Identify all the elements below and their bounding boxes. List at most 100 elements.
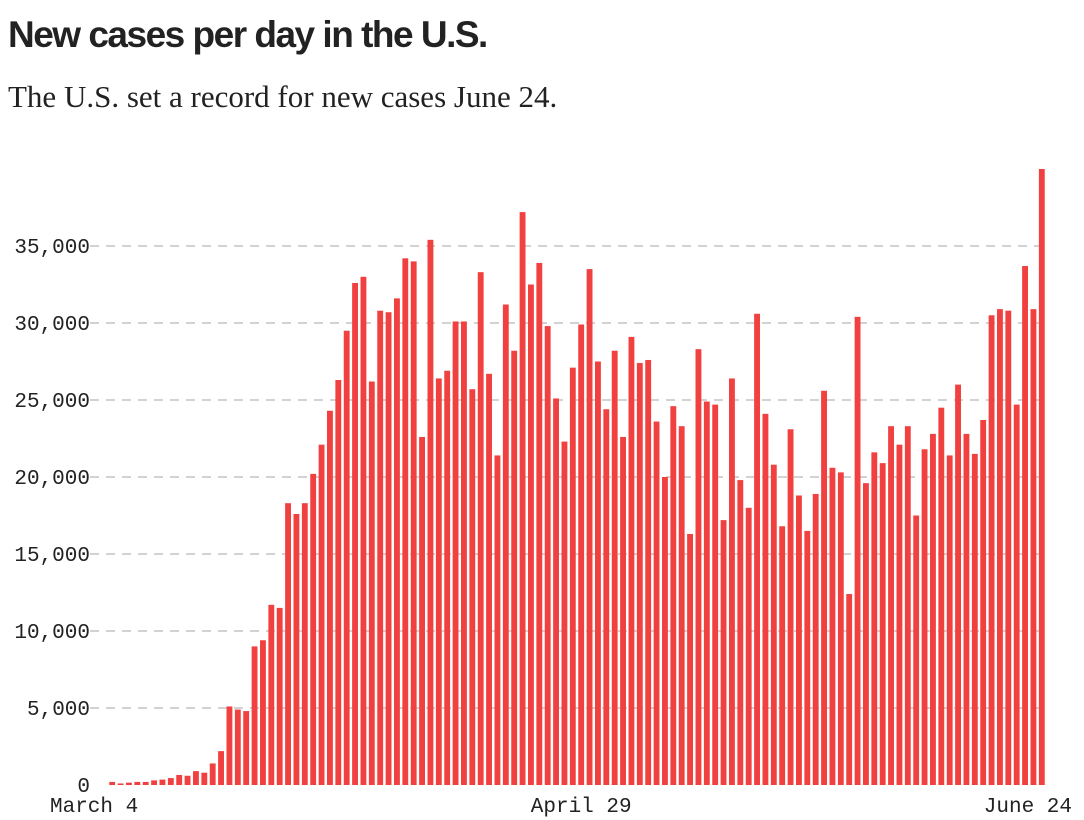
bar bbox=[703, 401, 710, 785]
bar bbox=[770, 464, 777, 785]
bar bbox=[301, 503, 308, 785]
bar bbox=[921, 449, 928, 785]
bar bbox=[511, 350, 518, 785]
bar bbox=[377, 310, 384, 785]
chart-subtitle: The U.S. set a record for new cases June… bbox=[8, 79, 558, 114]
bar bbox=[1005, 310, 1012, 785]
bar bbox=[796, 495, 802, 785]
bar bbox=[997, 309, 1003, 785]
bar bbox=[930, 433, 936, 785]
bar bbox=[167, 778, 174, 785]
x-tick-label: June 24 bbox=[984, 796, 1072, 819]
bar bbox=[628, 336, 635, 785]
y-tick-label: 0 bbox=[77, 776, 90, 799]
bar bbox=[435, 378, 442, 785]
bar bbox=[578, 324, 585, 785]
y-axis-tick-labels: 0 5,000 10,000 15,000 20,000 25,000 30,000 35,0… bbox=[14, 237, 90, 799]
bar bbox=[536, 262, 543, 785]
bar bbox=[988, 315, 995, 785]
x-tick-label: April 29 bbox=[531, 796, 632, 819]
bar bbox=[151, 780, 157, 785]
bar bbox=[729, 378, 735, 785]
bar bbox=[662, 477, 668, 785]
bar bbox=[1030, 309, 1037, 785]
bar bbox=[117, 783, 124, 785]
bar bbox=[159, 779, 166, 785]
bar bbox=[276, 607, 283, 785]
bar bbox=[109, 781, 116, 785]
bar bbox=[494, 455, 501, 785]
y-tick-label: 20,000 bbox=[14, 468, 90, 491]
bar bbox=[486, 373, 492, 785]
bar bbox=[821, 390, 827, 785]
bar bbox=[871, 452, 878, 785]
bar bbox=[611, 350, 618, 785]
bar bbox=[201, 772, 208, 785]
bar bbox=[913, 515, 920, 785]
bar bbox=[1038, 169, 1045, 785]
bar bbox=[879, 463, 886, 785]
bar bbox=[410, 261, 417, 785]
bar bbox=[469, 389, 476, 785]
bar bbox=[863, 483, 869, 785]
bar bbox=[595, 361, 601, 785]
bar bbox=[385, 312, 392, 785]
bar bbox=[971, 453, 978, 785]
x-tick-label: March 4 bbox=[50, 796, 138, 819]
bar bbox=[678, 426, 685, 785]
bar bbox=[737, 480, 744, 785]
bar bbox=[829, 467, 836, 785]
bar bbox=[368, 381, 375, 785]
bar bbox=[645, 359, 652, 785]
bar bbox=[904, 426, 911, 785]
bar bbox=[620, 436, 626, 785]
bar bbox=[544, 326, 551, 785]
x-axis-tick-labels: March 4 April 29 June 24 bbox=[50, 796, 1072, 819]
y-tick-label: 5,000 bbox=[27, 699, 90, 722]
gridlines bbox=[90, 245, 1046, 709]
bar bbox=[762, 413, 769, 785]
bar bbox=[955, 384, 961, 785]
bar bbox=[980, 420, 987, 785]
bar bbox=[243, 711, 250, 785]
bars bbox=[109, 169, 1045, 786]
bar bbox=[419, 436, 425, 785]
bar bbox=[477, 272, 484, 785]
bar bbox=[184, 775, 191, 785]
bar bbox=[218, 751, 224, 785]
bar bbox=[519, 212, 526, 785]
chart-title: New cases per day in the U.S. bbox=[8, 14, 488, 55]
bar bbox=[528, 284, 534, 785]
bar bbox=[461, 321, 467, 785]
bar bbox=[603, 409, 610, 785]
bar bbox=[209, 763, 216, 785]
bar bbox=[754, 313, 760, 785]
bar bbox=[1022, 266, 1028, 785]
bar bbox=[402, 258, 409, 785]
bar bbox=[310, 473, 317, 785]
bar bbox=[343, 330, 350, 785]
bar bbox=[193, 771, 199, 785]
bar bbox=[553, 398, 559, 785]
y-tick-label: 10,000 bbox=[14, 622, 90, 645]
bar bbox=[687, 533, 693, 785]
bar bbox=[812, 493, 819, 785]
bar bbox=[712, 404, 719, 785]
bar bbox=[335, 379, 342, 785]
bar bbox=[888, 426, 894, 785]
bar bbox=[234, 709, 241, 785]
bar bbox=[360, 276, 367, 785]
bar bbox=[142, 781, 149, 785]
bar bbox=[293, 513, 300, 785]
bar bbox=[176, 774, 183, 785]
bar bbox=[946, 455, 953, 785]
bar bbox=[846, 594, 853, 785]
bar bbox=[854, 316, 861, 785]
bar bbox=[695, 349, 702, 785]
y-tick-label: 15,000 bbox=[14, 545, 90, 568]
bar bbox=[779, 526, 786, 785]
bar bbox=[452, 321, 459, 785]
bar bbox=[285, 503, 291, 785]
bar bbox=[126, 782, 132, 785]
